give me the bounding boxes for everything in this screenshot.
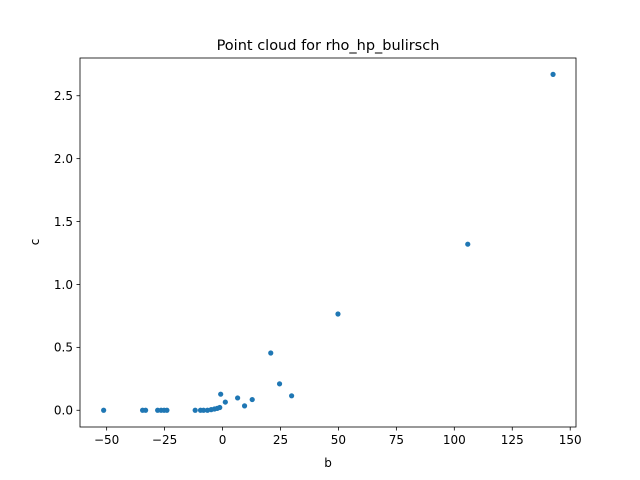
x-axis: −50 −25 0 25 50 75 100 125 150 (94, 427, 582, 447)
x-tick-label: 25 (273, 433, 288, 447)
data-point (101, 407, 107, 413)
data-point (335, 311, 341, 317)
y-axis: 0.0 0.5 1.0 1.5 2.0 2.5 (54, 89, 80, 418)
x-tick-label: −50 (94, 433, 119, 447)
data-point (465, 241, 471, 247)
plot-area (79, 57, 577, 428)
data-point (249, 396, 255, 403)
data-point (217, 404, 223, 411)
y-tick-label: 2.0 (54, 152, 73, 166)
x-tick-label: 75 (389, 433, 404, 447)
x-tick-label: 0 (219, 433, 227, 447)
x-axis-label: b (324, 456, 332, 470)
data-point (289, 393, 295, 399)
data-points (101, 71, 556, 413)
x-tick-label: 50 (331, 433, 346, 447)
y-tick-label: 2.5 (54, 89, 73, 103)
chart-title: Point cloud for rho_hp_bulirsch (217, 38, 440, 54)
x-tick-label: −25 (152, 433, 177, 447)
y-tick-label: 1.0 (54, 278, 73, 292)
y-tick-label: 0.0 (54, 404, 73, 418)
data-point (241, 403, 248, 409)
data-point (276, 381, 283, 387)
data-point (550, 71, 556, 77)
data-point (164, 407, 170, 413)
data-point (192, 407, 198, 413)
data-point (235, 395, 241, 401)
data-point (222, 399, 228, 405)
y-tick-label: 0.5 (54, 341, 73, 355)
data-point (268, 350, 274, 356)
data-point (200, 407, 207, 413)
y-tick-label: 1.5 (54, 215, 73, 229)
x-tick-label: 125 (501, 433, 524, 447)
data-point (142, 407, 149, 413)
x-tick-label: 100 (443, 433, 466, 447)
data-point (218, 391, 224, 397)
y-axis-label: c (28, 239, 42, 246)
x-tick-label: 150 (559, 433, 582, 447)
